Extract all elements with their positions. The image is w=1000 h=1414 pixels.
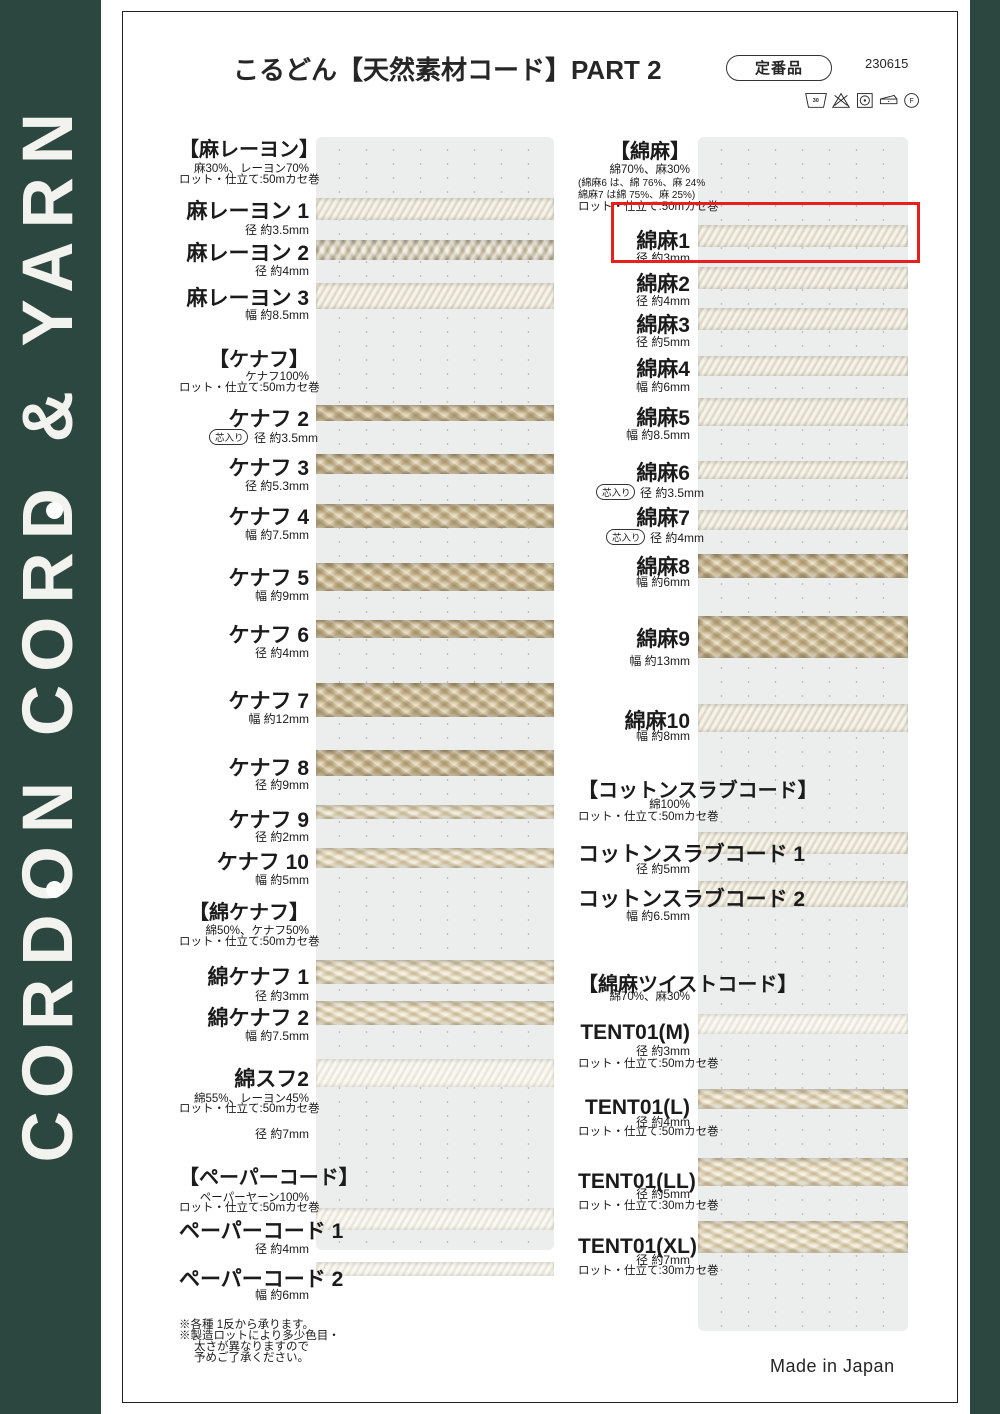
svg-text:F: F bbox=[909, 98, 913, 105]
svg-text:30: 30 bbox=[813, 98, 819, 104]
